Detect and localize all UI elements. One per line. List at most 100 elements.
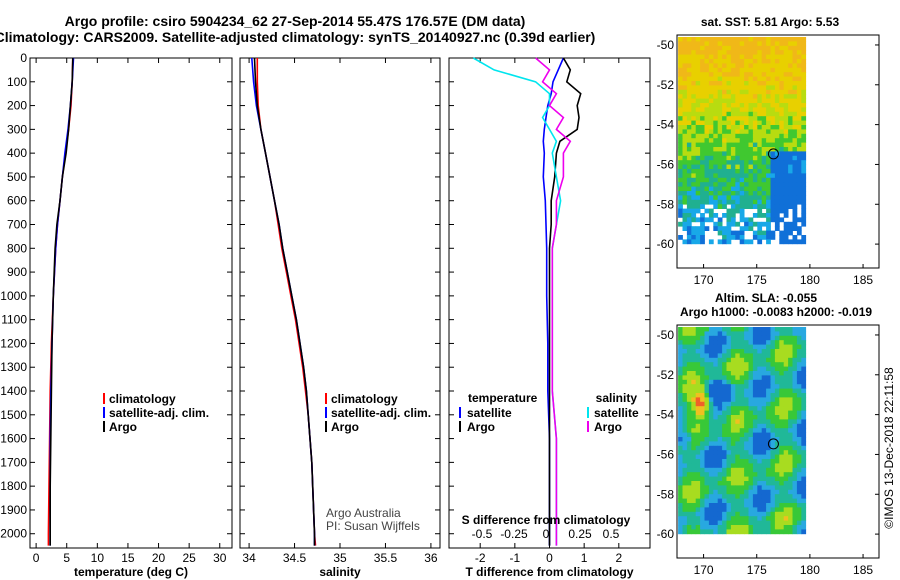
map-cell (708, 217, 714, 223)
map-cell (682, 94, 688, 99)
map-cell (779, 428, 785, 433)
map-cell (695, 357, 701, 363)
map-cell (752, 125, 758, 130)
map-cell (792, 125, 798, 130)
map-cell (766, 120, 771, 126)
map-cell (779, 81, 785, 86)
map-cell (752, 89, 758, 95)
map-cell (779, 116, 785, 121)
map-cell (682, 335, 688, 341)
map-cell (686, 213, 692, 218)
map-cell (774, 327, 780, 332)
map-cell (744, 393, 749, 398)
map-cell (735, 459, 741, 464)
map-cell (748, 164, 754, 170)
map-cell (796, 349, 802, 354)
map-cell (744, 489, 749, 495)
x-tick-label: 30 (213, 551, 227, 565)
map-cell (796, 507, 802, 513)
map-cell (783, 371, 789, 376)
map-cell (708, 182, 714, 187)
map-cell (722, 173, 727, 179)
map-cell (757, 415, 763, 420)
map-cell (744, 423, 749, 429)
map-cell (682, 67, 688, 73)
map-cell (713, 142, 719, 148)
map-y-tick-label: -56 (657, 447, 675, 461)
map-cell (713, 116, 719, 121)
map-cell (722, 191, 727, 196)
map-cell (682, 485, 688, 491)
map-cell (744, 54, 749, 60)
map-cell (774, 450, 780, 455)
map-cell (700, 155, 705, 161)
map-cell (682, 366, 688, 372)
map-cell (796, 41, 802, 47)
map-cell (744, 129, 749, 135)
map-cell (682, 120, 688, 126)
map-cell (730, 204, 736, 209)
map-cell (700, 437, 705, 442)
map-cell (686, 235, 692, 240)
map-cell (792, 419, 798, 425)
map-cell (766, 507, 771, 513)
map-cell (744, 107, 749, 113)
map-cell (695, 463, 701, 469)
map-cell (796, 98, 802, 104)
map-cell (682, 353, 688, 359)
map-cell (792, 138, 798, 143)
map-cell (708, 445, 714, 451)
map-cell (779, 507, 785, 513)
map-cell (726, 331, 732, 337)
legend-entry: climatology (109, 392, 176, 406)
map-cell (722, 111, 727, 117)
map-cell (691, 76, 697, 82)
map-cell (700, 160, 705, 165)
map-cell (796, 138, 802, 143)
map-cell (796, 81, 802, 86)
map-cell (752, 107, 758, 113)
map-cell (796, 76, 802, 82)
map-cell (678, 379, 683, 385)
map-cell (704, 344, 710, 350)
map-cell (708, 59, 714, 64)
x-tick-label: 35.5 (374, 551, 398, 565)
map-cell (801, 472, 807, 477)
map-cell (801, 160, 807, 165)
map-cell (730, 511, 736, 517)
map-cell (770, 459, 776, 464)
map-cell (774, 507, 780, 513)
map-cell (704, 428, 710, 433)
map-cell (788, 182, 793, 187)
map-cell (713, 182, 719, 187)
map-cell (761, 221, 767, 227)
x-tick-label: 34.5 (283, 551, 307, 565)
map-cell (770, 107, 776, 113)
map-cell (735, 63, 741, 69)
map-cell (766, 204, 771, 209)
x-tick-label: 1 (581, 551, 588, 565)
map-cell (757, 331, 763, 337)
map-cell (788, 463, 793, 469)
map-cell (704, 182, 710, 187)
map-cell (744, 142, 749, 148)
map-cell (700, 362, 705, 367)
map-cell (752, 81, 758, 86)
map-cell (739, 437, 745, 442)
map-cell (682, 362, 688, 367)
map-cell (717, 393, 723, 398)
map-cell (695, 76, 701, 82)
map-cell (761, 450, 767, 455)
map-cell (748, 472, 754, 477)
map-cell (774, 213, 780, 218)
map-cell (700, 37, 705, 42)
map-cell (713, 428, 719, 433)
map-cell (704, 503, 710, 508)
map-cell (766, 160, 771, 165)
map-cell (739, 147, 745, 152)
map-cell (695, 239, 701, 245)
map-cell (770, 177, 776, 183)
map-cell (686, 384, 692, 389)
map-cell (722, 489, 727, 495)
map-cell (686, 147, 692, 152)
